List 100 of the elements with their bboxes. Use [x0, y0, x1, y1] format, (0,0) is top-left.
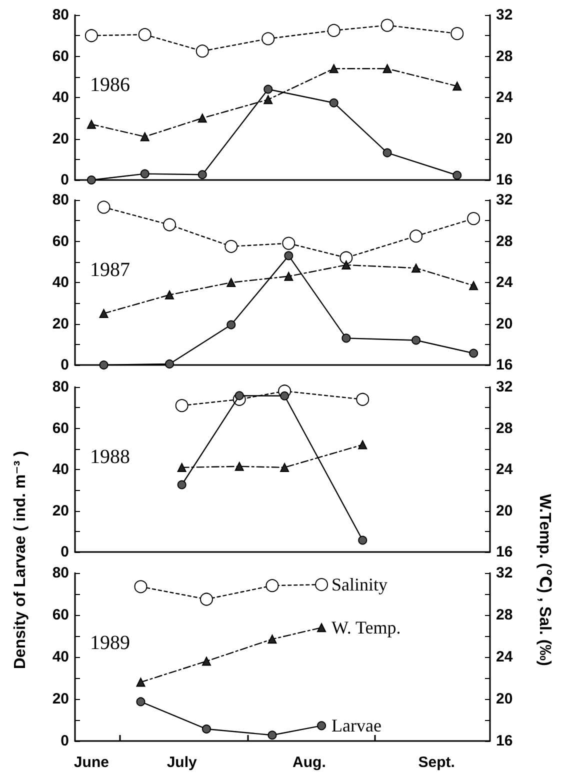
point — [342, 334, 351, 343]
y-tick-label: 20 — [52, 315, 69, 332]
point — [140, 169, 150, 178]
y-tick-label: 20 — [52, 690, 69, 708]
y-tick-label: 40 — [52, 89, 69, 106]
y2-tick-label: 24 — [496, 648, 514, 666]
point — [224, 240, 238, 253]
point — [264, 95, 273, 104]
y-tick-label: 60 — [52, 48, 69, 65]
y-tick-label: 40 — [52, 648, 69, 666]
point — [177, 480, 186, 490]
point — [134, 580, 148, 594]
x-tick-label: July — [166, 754, 198, 771]
point — [380, 18, 394, 32]
y2-tick-label: 20 — [496, 690, 513, 708]
point — [452, 82, 462, 91]
point — [412, 264, 421, 273]
y2-tick-label: 28 — [496, 420, 513, 437]
point — [410, 230, 423, 243]
point — [264, 84, 273, 94]
annotation: 1989 — [90, 632, 130, 654]
point — [452, 170, 462, 180]
series-label: W. Temp. — [332, 618, 401, 638]
point — [340, 251, 353, 264]
y2-tick-label: 32 — [496, 192, 513, 208]
point — [86, 176, 96, 184]
point — [175, 399, 188, 412]
point — [138, 28, 152, 42]
y2-tick-label: 28 — [496, 48, 513, 65]
point — [140, 132, 150, 142]
y2-tick-label: 16 — [496, 544, 513, 560]
x-tick-label: Aug. — [292, 754, 326, 771]
point — [282, 236, 296, 250]
point — [284, 272, 294, 281]
point — [358, 440, 368, 450]
y-tick-label: 20 — [52, 130, 69, 148]
y-tick-label: 0 — [60, 356, 69, 374]
y-tick-label: 60 — [52, 606, 69, 624]
annotation: 1988 — [90, 446, 130, 468]
y2-tick-label: 24 — [496, 461, 514, 478]
point — [317, 623, 326, 632]
y-tick-label: 40 — [52, 461, 69, 478]
y2-tick-label: 16 — [496, 732, 513, 750]
point — [165, 359, 174, 368]
point — [234, 462, 244, 471]
x-tick-label: June — [74, 754, 109, 771]
point — [136, 697, 146, 706]
point — [99, 308, 108, 318]
point — [262, 32, 275, 46]
y-tick-label: 60 — [52, 232, 69, 250]
annotation: 1987 — [90, 259, 130, 281]
point — [382, 64, 392, 74]
point — [266, 579, 279, 592]
y2-tick-label: 28 — [496, 232, 513, 250]
y2-tick-label: 20 — [496, 315, 513, 332]
y2-tick-label: 20 — [496, 502, 513, 520]
point — [315, 578, 328, 592]
point — [469, 281, 478, 290]
point — [97, 200, 110, 214]
series-label: Larvae — [332, 716, 382, 736]
y2-tick-label: 24 — [496, 89, 514, 106]
y2-tick-label: 24 — [496, 274, 514, 291]
point — [284, 251, 294, 260]
series-label: Salinity — [332, 574, 388, 595]
point — [356, 392, 370, 406]
point — [358, 536, 368, 545]
y-tick-label: 60 — [52, 420, 69, 437]
point — [280, 391, 290, 400]
y-axis-title: Density of Larvae ( ind. m⁻³ ) — [11, 450, 30, 670]
y2-tick-label: 16 — [496, 172, 513, 188]
point — [327, 24, 340, 37]
y-tick-label: 0 — [60, 172, 69, 188]
point — [99, 360, 108, 370]
point — [329, 64, 338, 74]
point — [382, 148, 392, 158]
point — [467, 212, 480, 226]
point — [136, 678, 146, 687]
y2-tick-label: 32 — [496, 6, 513, 24]
y2-tick-label: 16 — [496, 356, 513, 374]
point — [268, 730, 277, 740]
y2-tick-label: 32 — [496, 378, 513, 396]
point — [198, 114, 207, 123]
point — [450, 27, 464, 40]
point — [163, 218, 176, 232]
point — [86, 120, 96, 129]
point — [196, 44, 209, 58]
y-tick-label: 20 — [52, 502, 69, 520]
y2-axis-title: W.Temp. (℃) , Sal. (‰) — [535, 494, 554, 666]
y2-tick-label: 32 — [496, 564, 513, 582]
point — [177, 462, 186, 472]
point — [226, 278, 236, 287]
point — [84, 29, 98, 42]
y-tick-label: 0 — [60, 544, 69, 560]
point — [317, 721, 326, 730]
y-tick-label: 80 — [52, 378, 69, 396]
y-tick-label: 40 — [52, 274, 69, 291]
point — [226, 320, 236, 330]
y-tick-label: 0 — [60, 732, 69, 750]
y-tick-label: 80 — [52, 192, 69, 208]
point — [329, 98, 338, 108]
